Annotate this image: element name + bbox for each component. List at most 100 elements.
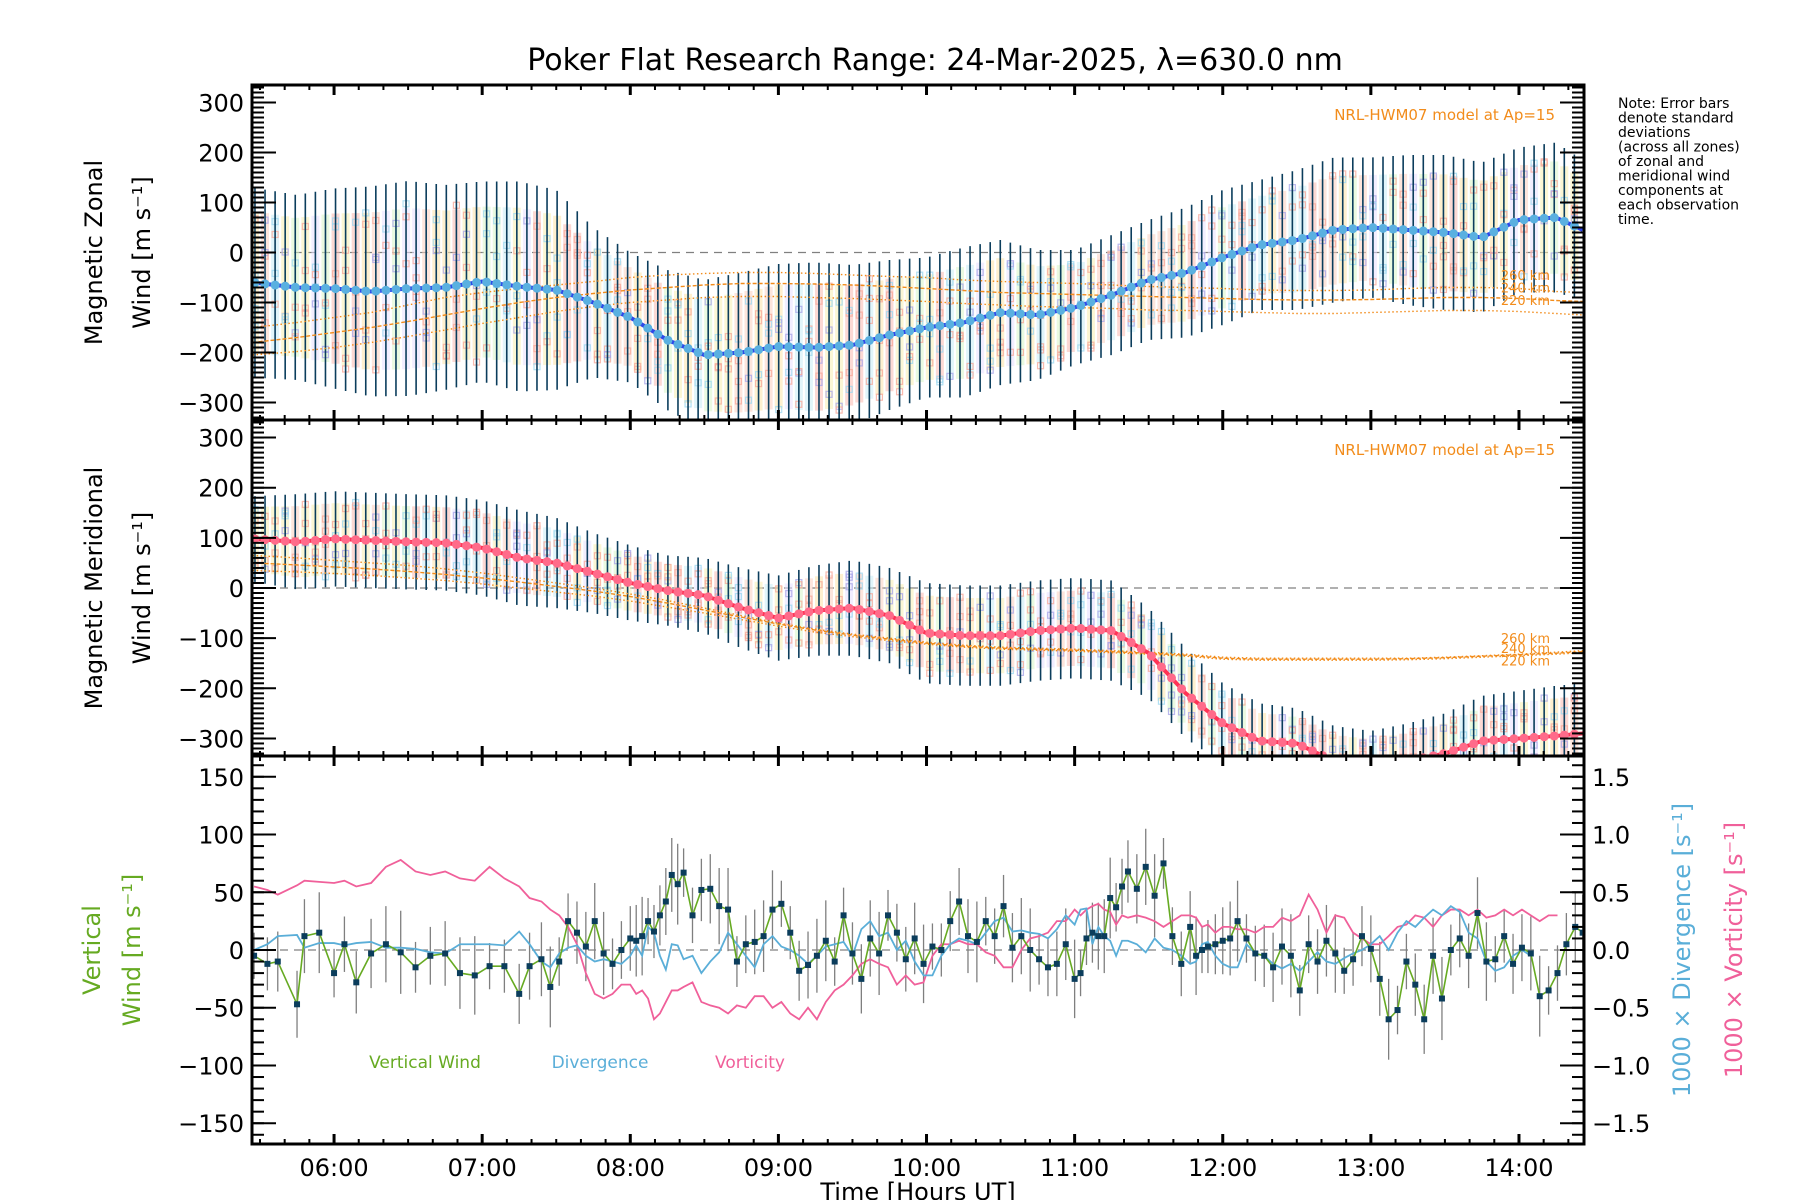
- wind-marker: [985, 631, 995, 641]
- wind-marker: [613, 575, 623, 585]
- wind-marker: [1418, 226, 1428, 236]
- vertical-wind-point: [1053, 960, 1060, 967]
- wind-marker: [1146, 651, 1156, 661]
- wind-marker: [1267, 238, 1277, 248]
- wind-marker: [1529, 732, 1539, 742]
- wind-marker: [1056, 624, 1066, 634]
- vertical-wind-point: [1554, 970, 1561, 977]
- zone-point: [1350, 776, 1356, 782]
- wind-marker: [1096, 294, 1106, 304]
- y-tick-label: −100: [178, 1052, 244, 1080]
- vertical-wind-point: [645, 918, 652, 925]
- vertical-wind-point: [1518, 944, 1525, 951]
- vertical-wind-point: [1212, 941, 1219, 948]
- y-tick-label: 50: [213, 879, 244, 907]
- wind-marker: [472, 542, 482, 552]
- vertical-wind-point: [840, 912, 847, 919]
- wind-marker: [1106, 626, 1116, 636]
- model-line-model-240-km: [252, 562, 1583, 660]
- wind-marker: [1308, 746, 1318, 756]
- wind-marker: [512, 281, 522, 291]
- wind-marker: [1469, 231, 1479, 241]
- zone-point: [1350, 766, 1356, 772]
- wind-marker: [1358, 223, 1368, 233]
- vertical-wind-point: [382, 941, 389, 948]
- y-tick-label: 0: [229, 937, 244, 965]
- vertical-wind-point: [929, 943, 936, 950]
- y2-tick-label: 1.5: [1592, 764, 1630, 792]
- vertical-wind-point: [1270, 964, 1277, 971]
- wind-marker: [1297, 233, 1307, 243]
- wind-marker: [683, 343, 693, 353]
- zone-point: [1430, 767, 1436, 773]
- wind-marker: [1398, 225, 1408, 235]
- vertical-wind-point: [1314, 958, 1321, 965]
- y2-tick-label: −0.5: [1592, 995, 1650, 1023]
- vertical-wind-point: [1071, 975, 1078, 982]
- zone-point: [1299, 764, 1305, 770]
- wind-marker: [814, 605, 824, 615]
- vertical-wind-point: [573, 929, 580, 936]
- vertical-wind-point: [858, 975, 865, 982]
- y2-tick-label: 1.0: [1592, 822, 1630, 850]
- note-line: of zonal and: [1618, 154, 1704, 170]
- wind-marker: [441, 538, 451, 548]
- wind-marker: [492, 278, 502, 288]
- vertical-wind-point: [412, 964, 419, 971]
- vertical-wind-point: [1305, 941, 1312, 948]
- wind-marker: [834, 604, 844, 614]
- y-tick-label: 0: [229, 240, 244, 268]
- wind-marker: [492, 547, 502, 557]
- wind-marker: [320, 283, 330, 293]
- wind-marker: [1358, 760, 1367, 769]
- vertical-wind-point: [1332, 950, 1339, 957]
- wind-marker: [623, 577, 633, 587]
- wind-marker: [613, 307, 623, 317]
- vertical-wind-point: [1095, 933, 1102, 940]
- wind-marker: [1217, 718, 1227, 728]
- vertical-wind-point: [1160, 860, 1167, 867]
- wind-marker: [1015, 628, 1025, 638]
- wind-marker: [431, 283, 441, 293]
- vertical-wind-point: [1243, 935, 1250, 942]
- wind-marker: [703, 592, 713, 602]
- vertical-wind-point: [1124, 868, 1131, 875]
- wind-marker: [341, 284, 351, 294]
- wind-marker: [310, 283, 320, 293]
- note-line: meridional wind: [1618, 169, 1730, 185]
- wind-marker: [1247, 243, 1257, 253]
- zone-point: [1571, 767, 1577, 773]
- zone-point: [1541, 766, 1547, 772]
- vertical-wind-point: [486, 963, 493, 970]
- wind-marker: [401, 284, 411, 294]
- vertical-wind-point: [501, 963, 508, 970]
- wind-marker: [733, 348, 743, 358]
- wind-marker: [673, 339, 683, 349]
- wind-marker: [592, 569, 602, 579]
- wind-marker: [1237, 728, 1247, 738]
- model-label: NRL-HWM07 model at Ap=15: [1334, 441, 1555, 459]
- zone-point: [1561, 762, 1567, 768]
- wind-marker: [1348, 759, 1357, 768]
- wind-marker: [1519, 215, 1529, 225]
- chart-title: Poker Flat Research Range: 24-Mar-2025, …: [527, 43, 1343, 78]
- wind-marker: [602, 572, 612, 582]
- zone-point: [1521, 763, 1527, 769]
- wind-marker: [1549, 213, 1559, 223]
- vertical-wind-point: [1323, 937, 1330, 944]
- wind-marker: [733, 602, 743, 612]
- vorticity-axis-label: 1000 × Vorticity [s⁻¹]: [1720, 822, 1748, 1078]
- y-tick-label: 300: [198, 90, 244, 118]
- model-altitude-label: 220 km: [1501, 655, 1550, 670]
- vertical-wind-point: [556, 958, 563, 965]
- x-axis-label: Time [Hours UT]: [819, 1178, 1015, 1200]
- wind-marker: [895, 615, 905, 625]
- zone-point: [1370, 771, 1376, 777]
- wind-marker: [451, 539, 461, 549]
- wind-marker: [965, 316, 975, 326]
- vertical-wind-point: [1403, 958, 1410, 965]
- wind-marker: [1257, 240, 1267, 250]
- wind-marker: [1076, 624, 1086, 634]
- wind-marker: [1227, 249, 1237, 259]
- wind-marker: [1318, 228, 1328, 238]
